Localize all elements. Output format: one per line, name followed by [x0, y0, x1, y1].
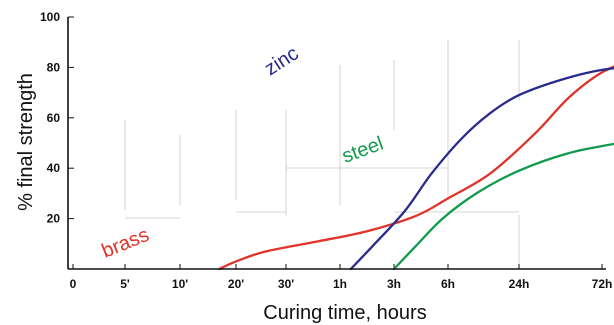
x-ticks: 0 5' 10' 20' 30' 1h 3h 6h 24h 72h: [70, 264, 613, 291]
x-tick-label: 3h: [387, 277, 401, 291]
series-label-brass: brass: [99, 224, 153, 263]
y-ticks: 20 40 60 80 100: [40, 10, 74, 226]
y-tick-label: 60: [47, 111, 61, 125]
series-line-steel: [392, 142, 614, 271]
background-texture: [124, 40, 520, 265]
x-tick-label: 20': [228, 277, 244, 291]
x-tick-label: 5': [120, 277, 130, 291]
y-tick-label: 80: [47, 60, 61, 74]
y-tick-label: 40: [47, 161, 61, 175]
x-tick-label: 72h: [592, 277, 613, 291]
y-axis-title: % final strength: [15, 73, 37, 211]
series-label-steel: steel: [339, 133, 386, 168]
x-axis-title: Curing time, hours: [263, 302, 426, 324]
x-tick-label: 24h: [509, 277, 530, 291]
series-line-brass: [218, 65, 614, 271]
x-tick-label: 30': [278, 277, 294, 291]
series-lines: [218, 65, 614, 271]
y-tick-label: 20: [47, 212, 61, 226]
axes: [67, 17, 606, 270]
y-tick-label: 100: [40, 10, 60, 24]
series-label-zinc: zinc: [261, 42, 303, 80]
x-tick-label: 0: [70, 277, 77, 291]
x-tick-label: 6h: [441, 277, 455, 291]
series-line-zinc: [349, 67, 614, 271]
x-tick-label: 1h: [333, 277, 347, 291]
x-tick-label: 10': [172, 277, 188, 291]
